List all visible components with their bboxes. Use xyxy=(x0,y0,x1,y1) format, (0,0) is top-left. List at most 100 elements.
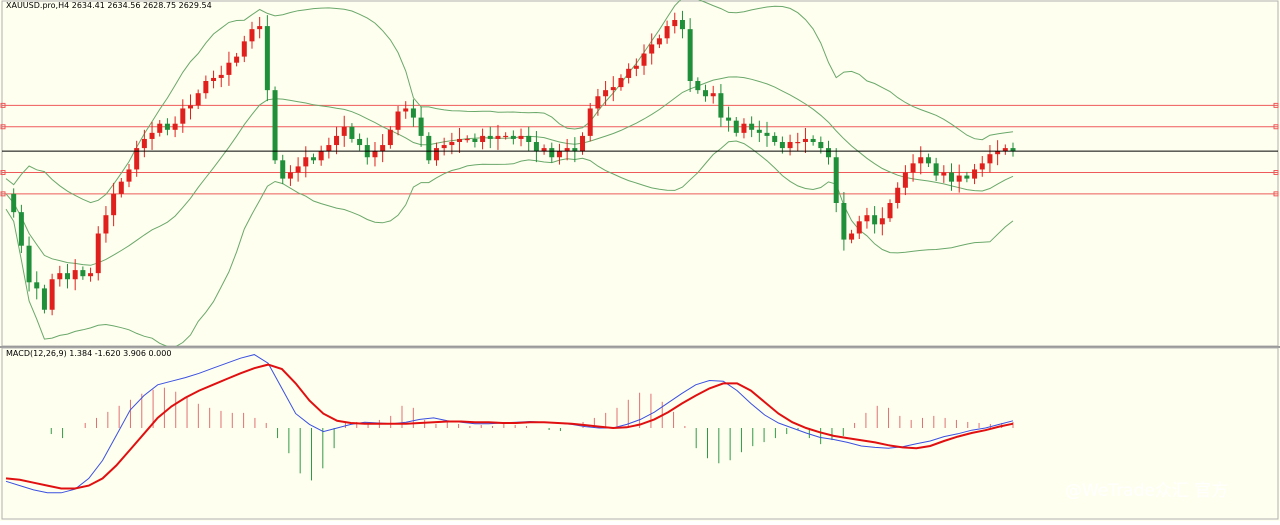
bull-candle xyxy=(918,157,924,164)
bear-candle xyxy=(925,157,931,164)
bear-candle xyxy=(572,148,578,152)
bear-candle xyxy=(810,138,816,142)
bull-candle xyxy=(403,108,409,112)
bull-candle xyxy=(710,93,716,97)
bull-candle xyxy=(795,142,801,144)
bull-candle xyxy=(126,169,132,182)
bear-candle xyxy=(841,203,847,240)
bull-candle xyxy=(88,273,94,277)
bull-candle xyxy=(910,163,916,173)
bear-candle xyxy=(826,148,832,158)
bull-candle xyxy=(241,41,247,57)
bull-candle xyxy=(495,135,501,139)
bear-candle xyxy=(357,138,363,146)
bull-candle xyxy=(787,142,793,149)
bull-candle xyxy=(57,273,63,280)
bull-candle xyxy=(887,203,893,219)
bear-candle xyxy=(264,26,270,91)
bull-candle xyxy=(95,233,101,274)
bull-candle xyxy=(879,218,885,225)
bull-candle xyxy=(987,154,993,164)
bear-candle xyxy=(764,132,770,136)
bear-candle xyxy=(818,142,824,149)
bull-candle xyxy=(234,56,240,63)
bull-candle xyxy=(464,138,470,141)
bear-candle xyxy=(679,20,685,30)
bull-candle xyxy=(603,90,609,97)
bull-candle xyxy=(49,279,55,310)
bull-candle xyxy=(656,38,662,45)
bull-candle xyxy=(856,221,862,234)
bull-candle xyxy=(318,151,324,161)
watermark-text: @WeTrade众汇 官方 xyxy=(1065,481,1228,501)
bull-candle xyxy=(149,132,155,139)
bull-candle xyxy=(395,111,401,130)
bull-candle xyxy=(195,93,201,106)
bull-candle xyxy=(802,138,808,142)
watermark: @WeTrade众汇 官方 xyxy=(1065,481,1228,501)
bull-candle xyxy=(480,135,486,142)
bear-candle xyxy=(872,215,878,225)
bull-candle xyxy=(956,175,962,182)
bear-candle xyxy=(726,117,732,121)
bull-candle xyxy=(895,187,901,203)
bear-candle xyxy=(549,148,555,158)
bull-candle xyxy=(610,87,616,91)
main-panel-label: XAUUSD.pro,H4 2634.41 2634.56 2628.75 26… xyxy=(6,1,212,10)
bull-candle xyxy=(641,53,647,66)
bull-candle xyxy=(226,62,232,75)
bull-candle xyxy=(972,169,978,179)
bear-candle xyxy=(510,135,516,139)
bull-candle xyxy=(941,172,947,176)
bull-candle xyxy=(580,135,586,152)
bull-candle xyxy=(103,215,109,234)
bull-candle xyxy=(664,26,670,39)
bull-candle xyxy=(433,148,439,161)
macd-panel-frame xyxy=(1,347,1279,520)
bear-candle xyxy=(472,138,478,142)
bull-candle xyxy=(287,172,293,179)
bear-candle xyxy=(833,157,839,203)
bear-candle xyxy=(272,90,278,161)
bull-candle xyxy=(111,193,117,216)
bollinger-middle xyxy=(5,76,1014,266)
bull-candle xyxy=(203,81,209,94)
macd-panel[interactable]: MACD(12,26,9) 1.384 -1.620 3.906 0.000 xyxy=(1,347,1279,520)
bear-candle xyxy=(64,273,70,280)
bull-candle xyxy=(211,77,217,81)
bull-candle xyxy=(387,129,393,146)
price-panel[interactable]: XAUUSD.pro,H4 2634.41 2634.56 2628.75 26… xyxy=(0,0,1279,348)
bear-candle xyxy=(949,172,955,182)
bear-candle xyxy=(280,160,286,179)
bear-candle xyxy=(1010,148,1016,152)
bull-candle xyxy=(595,96,601,109)
bear-candle xyxy=(749,123,755,130)
level-handle-right xyxy=(1273,124,1279,130)
bull-candle xyxy=(741,123,747,133)
bull-candle xyxy=(587,108,593,136)
bear-candle xyxy=(933,163,939,176)
bear-candle xyxy=(410,108,416,118)
bear-candle xyxy=(533,142,539,152)
bull-candle xyxy=(257,26,263,30)
bull-candle xyxy=(518,135,524,139)
level-handle-right xyxy=(1273,170,1279,175)
bull-candle xyxy=(372,151,378,158)
bull-candle xyxy=(249,29,255,42)
bear-candle xyxy=(526,135,532,142)
bear-candle xyxy=(349,126,355,139)
bull-candle xyxy=(541,148,547,152)
bear-candle xyxy=(418,117,424,136)
bear-candle xyxy=(779,142,785,149)
level-handle-left xyxy=(0,124,6,130)
bull-candle xyxy=(649,44,655,54)
bear-candle xyxy=(687,29,693,81)
bear-candle xyxy=(41,288,47,310)
panel-separator[interactable] xyxy=(0,346,1280,348)
bear-candle xyxy=(964,175,970,179)
bull-candle xyxy=(503,135,509,138)
bull-candle xyxy=(618,77,624,88)
bull-candle xyxy=(303,157,309,167)
